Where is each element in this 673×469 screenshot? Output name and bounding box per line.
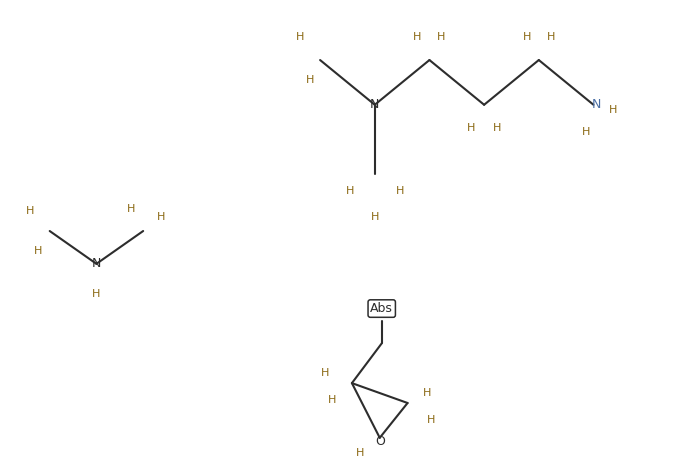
Text: H: H <box>346 186 354 196</box>
Text: H: H <box>321 368 329 378</box>
Text: H: H <box>92 288 101 299</box>
Text: H: H <box>328 395 336 405</box>
Text: N: N <box>92 257 101 270</box>
Text: H: H <box>371 212 379 222</box>
Text: H: H <box>306 75 314 85</box>
Text: H: H <box>413 32 422 42</box>
Text: H: H <box>396 186 404 196</box>
Text: N: N <box>370 98 380 111</box>
Text: H: H <box>296 32 304 42</box>
Text: H: H <box>523 32 531 42</box>
Text: N: N <box>592 98 601 111</box>
Text: H: H <box>355 448 364 458</box>
Text: H: H <box>157 212 166 222</box>
Text: H: H <box>427 415 435 425</box>
Text: Abs: Abs <box>370 302 393 315</box>
Text: H: H <box>423 388 431 398</box>
Text: H: H <box>34 246 42 256</box>
Text: H: H <box>467 122 475 133</box>
Text: H: H <box>546 32 555 42</box>
Text: H: H <box>437 32 446 42</box>
Text: H: H <box>493 122 501 133</box>
Text: O: O <box>375 435 385 448</box>
Text: H: H <box>609 105 618 115</box>
Text: H: H <box>26 206 34 216</box>
Text: H: H <box>582 127 591 136</box>
Text: H: H <box>127 204 135 214</box>
